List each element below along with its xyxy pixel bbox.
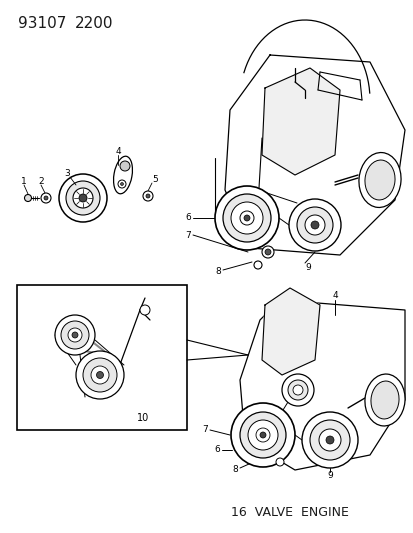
Bar [17, 285, 187, 430]
Circle shape [247, 420, 277, 450]
Text: 9: 9 [304, 263, 310, 272]
Circle shape [66, 181, 100, 215]
Circle shape [296, 207, 332, 243]
Ellipse shape [364, 160, 394, 200]
Circle shape [318, 429, 340, 451]
Circle shape [288, 199, 340, 251]
Circle shape [41, 193, 51, 203]
Circle shape [304, 215, 324, 235]
Circle shape [61, 321, 89, 349]
Circle shape [55, 315, 95, 355]
Text: 7: 7 [185, 230, 190, 239]
Circle shape [214, 186, 278, 250]
Polygon shape [240, 300, 404, 470]
Circle shape [292, 385, 302, 395]
Circle shape [44, 196, 48, 200]
Circle shape [120, 182, 123, 185]
Circle shape [230, 403, 294, 467]
Polygon shape [261, 68, 339, 175]
Circle shape [254, 261, 261, 269]
Circle shape [255, 428, 269, 442]
Circle shape [118, 180, 126, 188]
Circle shape [76, 351, 124, 399]
Circle shape [261, 246, 273, 258]
Circle shape [223, 194, 271, 242]
Circle shape [259, 432, 266, 438]
Text: 2200: 2200 [75, 16, 113, 31]
Circle shape [142, 191, 153, 201]
Circle shape [243, 215, 249, 221]
Circle shape [301, 412, 357, 468]
Circle shape [230, 202, 262, 234]
Polygon shape [224, 55, 404, 255]
Circle shape [140, 305, 150, 315]
Circle shape [310, 221, 318, 229]
Circle shape [146, 194, 150, 198]
Text: 16  VALVE  ENGINE: 16 VALVE ENGINE [230, 505, 348, 519]
Circle shape [24, 195, 31, 201]
Circle shape [275, 458, 283, 466]
Circle shape [309, 420, 349, 460]
Ellipse shape [358, 152, 400, 207]
Circle shape [91, 366, 109, 384]
Circle shape [325, 436, 333, 444]
Text: 1: 1 [21, 177, 27, 187]
Polygon shape [261, 288, 319, 375]
Text: 93107: 93107 [18, 16, 66, 31]
Text: 7: 7 [202, 425, 207, 434]
Text: 2: 2 [38, 177, 44, 187]
Text: 9: 9 [326, 472, 332, 481]
Circle shape [73, 188, 93, 208]
Ellipse shape [370, 381, 398, 419]
Text: 3: 3 [64, 169, 70, 179]
Circle shape [59, 174, 107, 222]
Text: 8: 8 [232, 465, 237, 474]
Circle shape [240, 211, 254, 225]
Circle shape [79, 194, 87, 202]
Ellipse shape [364, 374, 404, 426]
Text: 6: 6 [214, 446, 219, 455]
Circle shape [83, 358, 117, 392]
Circle shape [240, 412, 285, 458]
Circle shape [96, 372, 103, 378]
Circle shape [68, 328, 82, 342]
Text: 4: 4 [331, 292, 337, 301]
Circle shape [120, 161, 130, 171]
Circle shape [281, 374, 313, 406]
Text: 10: 10 [137, 413, 149, 423]
Text: 4: 4 [115, 148, 121, 157]
Text: 6: 6 [185, 214, 190, 222]
Text: 8: 8 [215, 268, 221, 277]
Circle shape [72, 332, 78, 338]
Circle shape [287, 380, 307, 400]
Text: 5: 5 [152, 175, 157, 184]
Ellipse shape [113, 156, 132, 194]
Circle shape [264, 249, 271, 255]
